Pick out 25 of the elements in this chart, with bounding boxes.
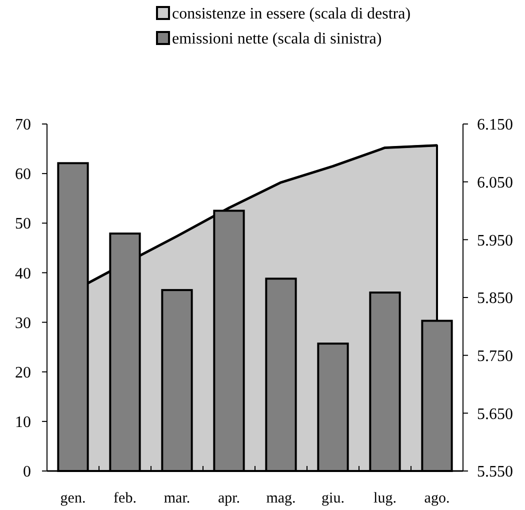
y-tick-label: 40 — [15, 265, 31, 282]
y-tick-label: 60 — [15, 166, 31, 184]
x-tick-label: feb. — [114, 490, 136, 506]
legend-label: consistenze in essere (scala di destra) — [172, 6, 411, 23]
y2-tick-label: 5.850 — [477, 290, 513, 308]
x-tick-label: ago. — [424, 490, 450, 506]
x-tick-label: apr. — [218, 490, 240, 506]
y2-tick-label: 6.050 — [477, 174, 513, 192]
y-tick-label: 0 — [23, 464, 31, 481]
y-tick-label: 10 — [15, 414, 31, 432]
legend-label: emissioni nette (scala di sinistra) — [172, 30, 382, 48]
y2-tick-label: 5.650 — [477, 406, 513, 423]
y2-tick-label: 6.150 — [477, 116, 513, 134]
y-tick-label: 70 — [15, 116, 31, 134]
y-tick-label: 30 — [15, 314, 31, 332]
y2-tick-label: 5.550 — [477, 464, 513, 481]
x-tick-label: mag. — [266, 490, 296, 506]
x-tick-label: mar. — [164, 490, 190, 506]
y2-tick-label: 5.750 — [477, 348, 513, 365]
y-tick-label: 50 — [15, 216, 31, 233]
x-tick-label: giu. — [322, 490, 344, 506]
y-tick-label: 20 — [15, 364, 31, 382]
y2-tick-label: 5.950 — [477, 232, 513, 250]
x-tick-label: gen. — [60, 490, 86, 506]
x-tick-label: lug. — [374, 490, 396, 506]
